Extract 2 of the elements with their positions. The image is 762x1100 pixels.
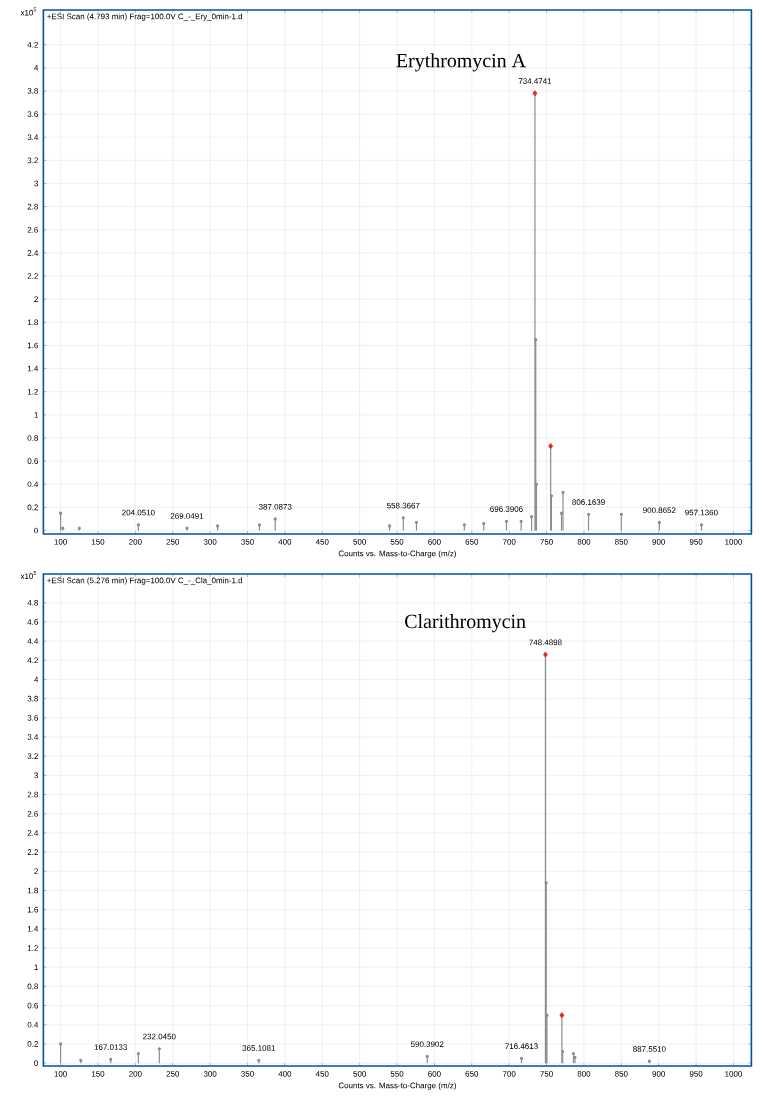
annotation: Erythromycin A — [396, 53, 526, 72]
annotation: Clarithromycin — [405, 614, 526, 633]
